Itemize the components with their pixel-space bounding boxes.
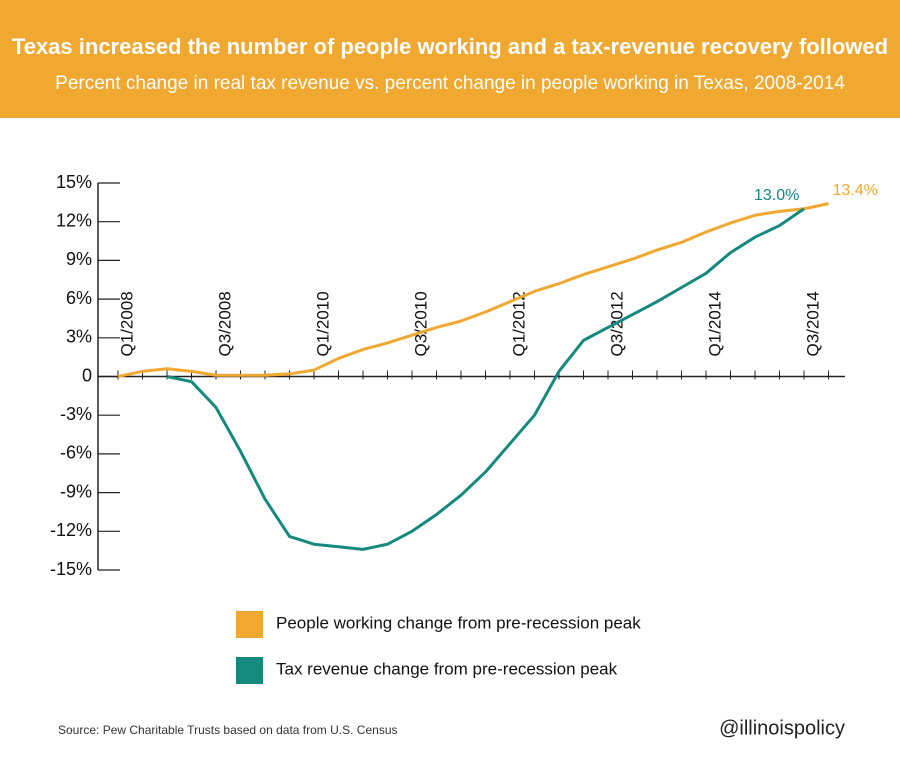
- y-tick-label: -6%: [60, 443, 92, 463]
- y-tick-label: 9%: [66, 249, 92, 269]
- y-tick-label: 15%: [56, 172, 92, 192]
- y-tick-label: 0: [82, 365, 92, 385]
- legend-label: Tax revenue change from pre-recession pe…: [276, 659, 618, 678]
- y-tick-label: -3%: [60, 404, 92, 424]
- x-tick-label: Q1/2014: [705, 291, 724, 356]
- x-tick-label: Q3/2014: [803, 291, 822, 356]
- legend-swatch: [236, 657, 263, 684]
- y-tick-label: 12%: [56, 210, 92, 230]
- series-line: [117, 202, 829, 378]
- credit: @illinoispolicy: [719, 717, 845, 739]
- y-tick-label: 6%: [66, 288, 92, 308]
- x-tick-label: Q1/2012: [509, 291, 528, 356]
- x-tick-label: Q1/2010: [313, 291, 332, 356]
- y-tick-label: 3%: [66, 327, 92, 347]
- y-tick-label: -15%: [50, 559, 92, 579]
- legend-label: People working change from pre-recession…: [276, 613, 641, 632]
- value-label: 13.0%: [754, 187, 799, 204]
- chart-subtitle: Percent change in real tax revenue vs. p…: [55, 73, 845, 94]
- y-tick-label: -9%: [60, 481, 92, 501]
- source: Source: Pew Charitable Trusts based on d…: [58, 723, 398, 737]
- x-tick-label: Q3/2010: [411, 291, 430, 356]
- header-band: [0, 0, 900, 118]
- value-label: 13.4%: [833, 182, 878, 199]
- legend-swatch: [236, 611, 263, 638]
- x-tick-label: Q3/2008: [215, 291, 234, 356]
- chart-title: Texas increased the number of people wor…: [12, 34, 888, 59]
- x-tick-label: Q1/2008: [117, 291, 136, 356]
- series-line: [166, 207, 805, 551]
- y-tick-label: -12%: [50, 520, 92, 540]
